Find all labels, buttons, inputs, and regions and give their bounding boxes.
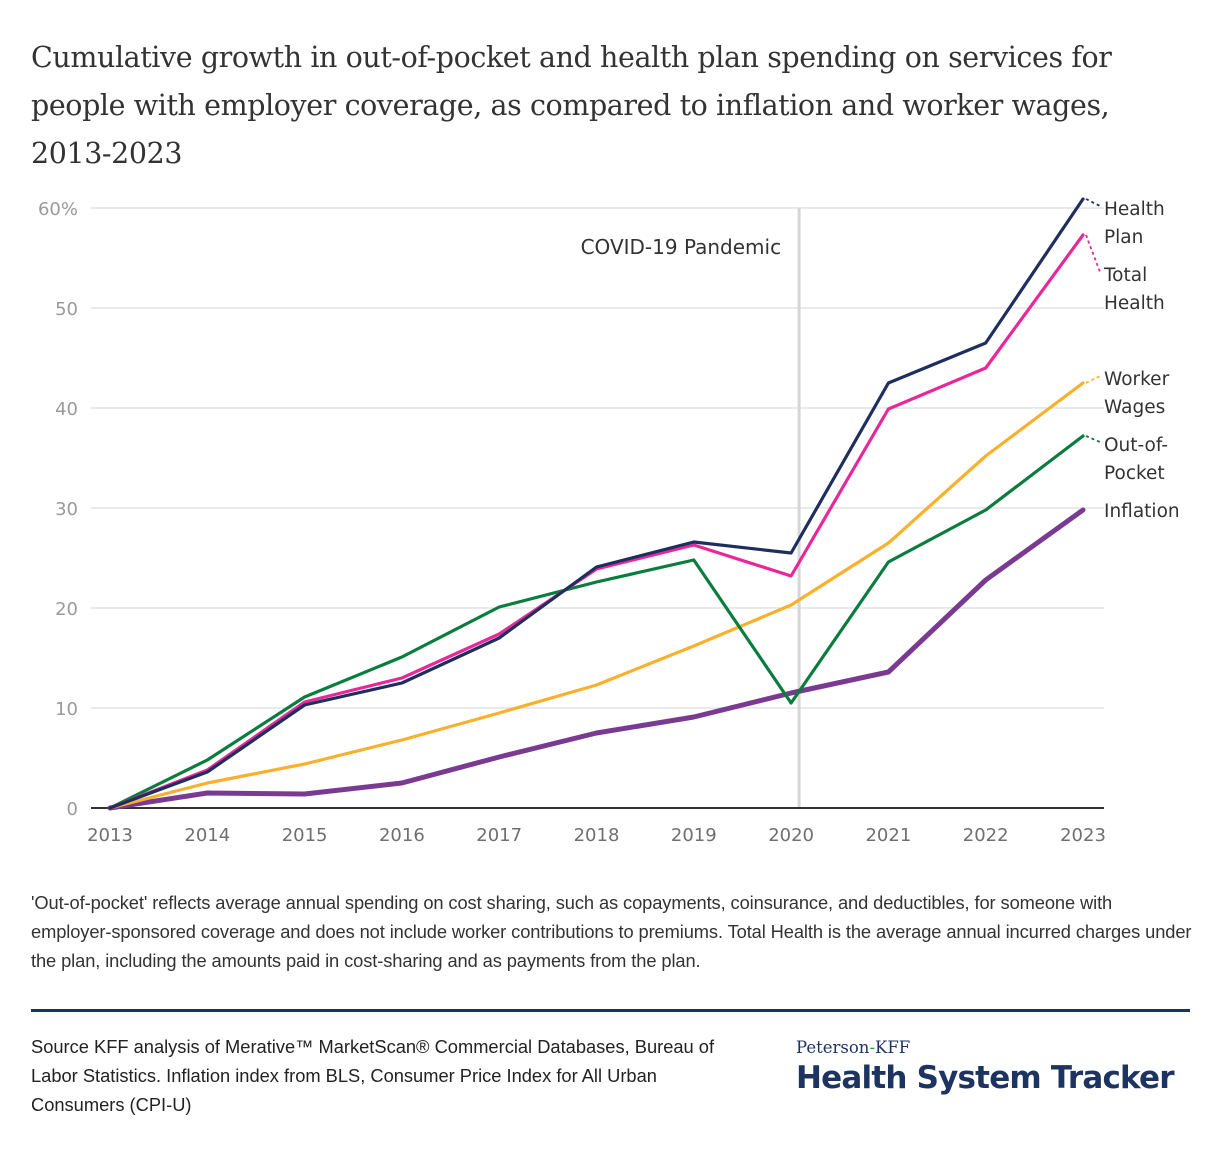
series-label: Health [1104, 199, 1165, 220]
series-label: Pocket [1104, 463, 1165, 484]
series-label: Worker [1104, 369, 1170, 390]
y-tick-label: 50 [55, 299, 78, 320]
x-tick-label: 2018 [574, 825, 620, 846]
x-tick-label: 2022 [963, 825, 1009, 846]
footer-divider [31, 1009, 1190, 1012]
series-line-out-of-pocket[interactable] [108, 434, 1085, 810]
series-labels: Health Plan Total Health Worker Wages Out-of- P… [1085, 198, 1180, 522]
series-label: Out-of- [1104, 435, 1168, 456]
series-line-health-plan[interactable] [108, 197, 1085, 810]
logo-subtitle: Peterson-KFF [796, 1038, 1174, 1058]
logo-hyphen: - [869, 1038, 876, 1057]
x-tick-label: 2014 [184, 825, 230, 846]
x-tick-label: 2017 [476, 825, 522, 846]
chart-note: 'Out-of-pocket' reflects average annual … [31, 892, 1192, 971]
series-label: Plan [1104, 227, 1143, 248]
source-text: Source KFF analysis of Merative™ MarketS… [31, 1036, 715, 1115]
label-leader-line [1085, 198, 1101, 207]
y-axis-ticks: 0 10 20 30 40 50 60% [38, 199, 78, 820]
series-lines [107, 197, 1086, 811]
logo[interactable]: Peterson-KFF Health System Tracker [796, 1038, 1175, 1098]
y-tick-label: 40 [55, 399, 78, 420]
x-tick-label: 2020 [768, 825, 814, 846]
gridlines [91, 207, 1104, 709]
x-tick-label: 2023 [1060, 825, 1106, 846]
series-label: Wages [1104, 397, 1165, 418]
chart-title: Cumulative growth in out-of-pocket and h… [31, 41, 1112, 170]
x-tick-label: 2015 [282, 825, 328, 846]
y-tick-label: 30 [55, 499, 78, 520]
x-tick-label: 2013 [87, 825, 133, 846]
series-label: Inflation [1104, 501, 1180, 522]
y-tick-label: 0 [67, 799, 78, 820]
x-tick-label: 2016 [379, 825, 425, 846]
covid-annotation: COVID-19 Pandemic [581, 235, 782, 259]
series-label: Total [1103, 265, 1147, 286]
series-line-inflation[interactable] [107, 507, 1086, 811]
series-label: Health [1104, 293, 1165, 314]
logo-peterson: Peterson [796, 1038, 870, 1057]
series-line-total-health[interactable] [108, 233, 1085, 810]
x-tick-label: 2019 [671, 825, 717, 846]
y-tick-label: 10 [55, 699, 78, 720]
logo-kff: KFF [875, 1038, 911, 1057]
x-tick-label: 2021 [865, 825, 911, 846]
logo-wordmark: Health System Tracker [796, 1060, 1175, 1096]
x-axis-ticks: 2013 2014 2015 2016 2017 2018 2019 2020 2021 2022… [87, 825, 1106, 846]
label-leader-line [1085, 375, 1101, 384]
label-leader-line [1085, 435, 1101, 443]
y-tick-label: 60% [38, 199, 78, 220]
label-leader-line [1085, 234, 1101, 273]
y-tick-label: 20 [55, 599, 78, 620]
series-line-worker-wages[interactable] [108, 381, 1085, 810]
